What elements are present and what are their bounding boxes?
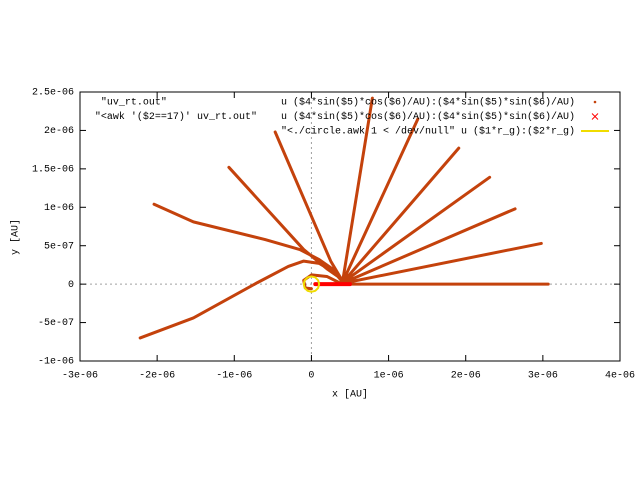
x-tick-label: 3e-06 [528,371,558,382]
y-tick-label: -1e-06 [38,357,74,368]
y-axis-label: y [AU] [10,219,22,255]
y-tick-label: 2e-06 [44,126,74,137]
legend-label: "<./circle.awk 1 < /dev/null" u ($1*r_g)… [281,126,575,138]
x-tick-label: -3e-06 [62,371,98,382]
x-tick-label: 1e-06 [374,371,404,382]
y-tick-label: 2.5e-06 [32,88,74,99]
y-tick-label: 0 [68,280,74,291]
x-tick-label: -2e-06 [139,371,175,382]
y-tick-label: 1.5e-06 [32,164,74,175]
legend-symbol [591,113,599,120]
legend-symbol [593,100,597,104]
series-line [138,96,550,340]
series-line [302,275,321,293]
y-tick-label: -5e-07 [38,318,74,329]
x-tick-label: 2e-06 [451,371,481,382]
y-tick-label: 1e-06 [44,203,74,214]
x-axis-label: x [AU] [332,389,368,401]
x-tick-label: 4e-06 [605,371,635,382]
legend-label: "uv_rt.out" u ($4*sin($5)*cos($6)/AU):($… [101,97,575,109]
x-tick-label: -1e-06 [216,371,252,382]
plot-border [79,91,621,362]
y-tick-label: 5e-07 [44,241,74,252]
legend-label: "<awk '($2==17)' uv_rt.out" u ($4*sin($5… [95,111,575,123]
x-tick-label: 0 [308,371,314,382]
